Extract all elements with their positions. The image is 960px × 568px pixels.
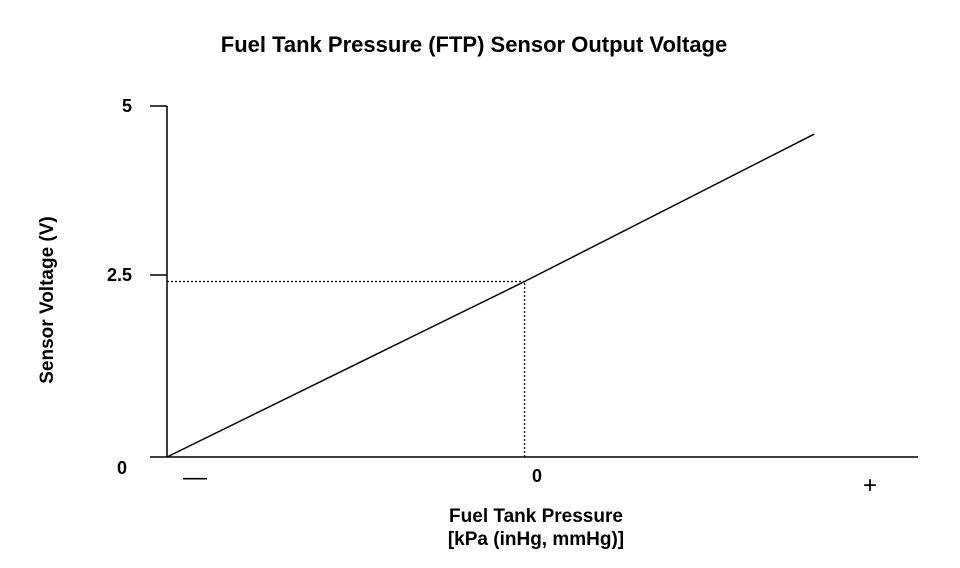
x-axis-units: [kPa (inHg, mmHg)] (448, 529, 624, 550)
x-negative-sign: — (183, 464, 207, 491)
x-tick-label-0: 0 (532, 466, 542, 486)
y-tick-label-0: 0 (117, 458, 127, 478)
y-tick-label-5: 5 (122, 96, 132, 116)
x-axis-label: Fuel Tank Pressure (449, 506, 623, 527)
y-tick-label-2-5: 2.5 (107, 265, 132, 285)
chart-title: Fuel Tank Pressure (FTP) Sensor Output V… (221, 32, 727, 57)
y-axis-label: Sensor Voltage (V) (37, 216, 58, 384)
x-positive-sign: + (863, 472, 877, 499)
series-line (166, 133, 815, 458)
